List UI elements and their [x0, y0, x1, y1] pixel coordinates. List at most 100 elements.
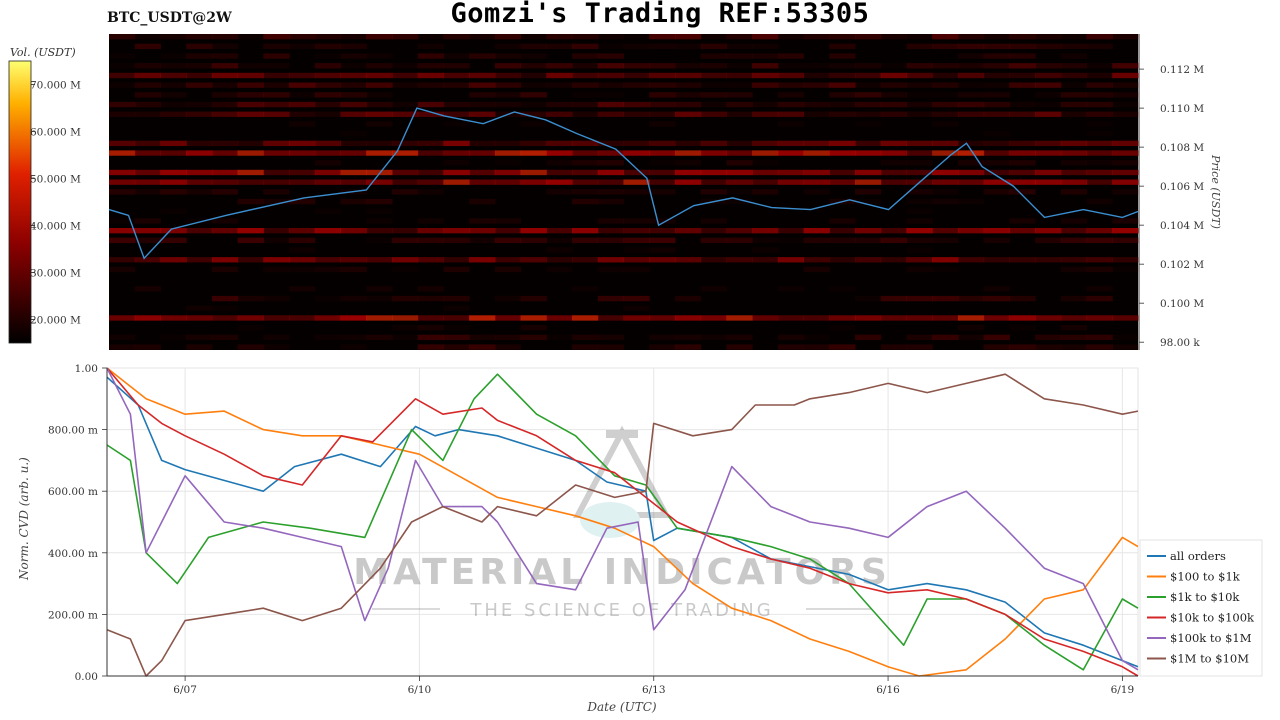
heatmap-cell — [314, 160, 342, 166]
heatmap-cell — [1112, 111, 1139, 117]
heatmap-cell — [443, 150, 470, 156]
heatmap-cell — [623, 34, 650, 40]
colorbar-tick-label: 70.000 M — [30, 80, 81, 92]
heatmap-cell — [649, 140, 676, 147]
heatmap-cell — [211, 34, 239, 40]
heatmap-cell — [366, 334, 393, 341]
heatmap-cell — [1060, 82, 1088, 88]
heatmap-cell — [726, 101, 753, 108]
price-axis-label: Price (USDT) — [1209, 154, 1222, 229]
heatmap-cell — [957, 257, 985, 263]
heatmap-cell — [443, 257, 470, 263]
heatmap-cell — [932, 150, 959, 156]
heatmap-cell — [700, 169, 727, 176]
heatmap-cell — [109, 179, 136, 185]
heatmap-cell — [443, 140, 470, 147]
heatmap-cell — [649, 121, 676, 127]
heatmap-cell — [957, 198, 985, 205]
heatmap-cell — [932, 315, 959, 321]
heatmap-cell — [572, 237, 599, 244]
heatmap-cell — [417, 257, 444, 263]
heatmap-cell — [520, 315, 547, 321]
heatmap-cell — [160, 111, 187, 117]
heatmap-cell — [983, 150, 1010, 156]
heatmap-cell — [469, 218, 496, 224]
legend-label: $10k to $100k — [1170, 611, 1255, 625]
heatmap-cell — [829, 325, 856, 331]
heatmap-cell — [752, 140, 779, 147]
heatmap-cell — [546, 257, 573, 263]
heatmap-cell — [263, 237, 290, 244]
heatmap-cell — [983, 63, 1010, 69]
heatmap-cell — [443, 266, 470, 273]
heatmap-cell — [289, 169, 316, 176]
heatmap-cell — [1060, 325, 1088, 331]
heatmap-cell — [649, 169, 676, 176]
heatmap-cell — [572, 150, 599, 156]
heatmap-cell — [855, 92, 882, 98]
heatmap-cell — [649, 344, 676, 350]
heatmap-cell — [597, 53, 624, 59]
heatmap-cell — [597, 218, 624, 224]
heatmap-cell — [134, 189, 161, 195]
heatmap-cell — [674, 228, 702, 234]
heatmap-cell — [597, 150, 624, 156]
heatmap-cell — [1112, 189, 1139, 195]
heatmap-cell — [1035, 150, 1062, 156]
heatmap-cell — [983, 228, 1010, 234]
heatmap-cell — [1112, 315, 1139, 321]
heatmap-cell — [391, 315, 419, 321]
heatmap-cell — [263, 140, 290, 147]
heatmap-cell — [1086, 34, 1113, 40]
heatmap-cell — [957, 160, 985, 166]
heatmap-cell — [443, 179, 470, 185]
heatmap-cell — [1035, 179, 1062, 185]
heatmap-cell — [1035, 72, 1062, 79]
heatmap-cell — [546, 43, 573, 50]
heatmap-cell — [597, 101, 624, 108]
heatmap-cell — [340, 198, 367, 205]
heatmap-cell — [932, 334, 959, 341]
heatmap-cell — [1112, 63, 1139, 69]
heatmap-cell — [880, 257, 907, 263]
heatmap-cell — [494, 72, 522, 79]
heatmap-cell — [777, 121, 805, 127]
watermark-logo-bar — [606, 430, 638, 438]
heatmap-cell — [906, 43, 933, 50]
heatmap-cell — [1035, 334, 1062, 341]
heatmap-cell — [1035, 140, 1062, 147]
heatmap-cell — [855, 315, 882, 321]
heatmap-cell — [1009, 344, 1036, 350]
heatmap-cell — [186, 43, 213, 50]
heatmap-cell — [289, 247, 316, 253]
heatmap-cell — [623, 43, 650, 50]
heatmap-cell — [777, 82, 805, 88]
heatmap-cell — [777, 111, 805, 117]
heatmap-cell — [494, 315, 522, 321]
heatmap-cell — [1009, 295, 1036, 302]
heatmap-cell — [649, 63, 676, 69]
heatmap-cell — [366, 72, 393, 79]
heatmap-cell — [906, 92, 933, 98]
heatmap-cell — [443, 315, 470, 321]
heatmap-cell — [1086, 169, 1113, 176]
heatmap-cell — [597, 72, 624, 79]
heatmap-cell — [829, 53, 856, 59]
heatmap-cell — [957, 169, 985, 176]
heatmap-cell — [289, 121, 316, 127]
y-tick-label: 600.00 m — [48, 486, 98, 498]
heatmap-cell — [932, 169, 959, 176]
heatmap-cell — [237, 169, 264, 176]
heatmap-cell — [957, 53, 985, 59]
heatmap-cell — [314, 111, 342, 117]
heatmap-cell — [1112, 334, 1139, 341]
heatmap-cell — [417, 150, 444, 156]
heatmap-cell — [417, 228, 444, 234]
heatmap-cell — [1009, 179, 1036, 185]
heatmap-cell — [366, 198, 393, 205]
heatmap-cell — [520, 150, 547, 156]
heatmap-cell — [391, 228, 419, 234]
heatmap-cell — [469, 92, 496, 98]
heatmap-cell — [700, 315, 727, 321]
heatmap-cell — [314, 150, 342, 156]
